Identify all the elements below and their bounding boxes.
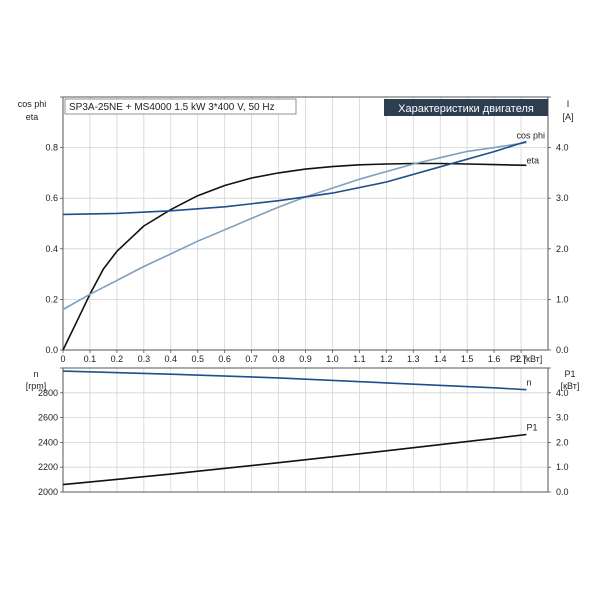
x-tick-label: 1.3 — [407, 354, 420, 364]
y-right-tick-label: 4.0 — [556, 143, 569, 153]
lower-grid — [62, 367, 549, 493]
x-tick-label: 1.6 — [488, 354, 501, 364]
upper-y-right-label-2: [A] — [562, 112, 573, 122]
upper-y-left-label-2: eta — [26, 112, 39, 122]
upper-y-right-label-1: I — [567, 99, 570, 109]
upper-y-left-ticks: 0.0 0.2 0.4 0.6 0.8 — [45, 96, 63, 355]
lower-y-right-label-1: P1 — [564, 369, 575, 379]
upper-y-right-ticks: 0.0 1.0 2.0 3.0 4.0 — [548, 96, 569, 355]
series-label-p1: P1 — [526, 422, 537, 432]
y-left-tick-label: 0.4 — [45, 244, 58, 254]
chart-title: SP3A-25NE + MS4000 1.5 kW 3*400 V, 50 Hz — [69, 102, 275, 113]
upper-x-ticks: 0 0.1 0.2 0.3 0.4 0.5 0.6 0.7 0.8 0.9 1.0 1.1 1.2 1.3… — [60, 350, 527, 364]
x-tick-label: 0.9 — [299, 354, 312, 364]
x-tick-label: 1.2 — [380, 354, 393, 364]
y-right-tick-label: 3.0 — [556, 193, 569, 203]
series-label-eta: eta — [526, 155, 539, 165]
upper-x-label: P2 [кВт] — [510, 354, 542, 364]
lower-y-right-ticks: 0.0 1.0 2.0 3.0 4.0 — [548, 367, 569, 497]
lower-y-left-ticks: 2000 2200 2400 2600 2800 — [38, 367, 63, 497]
x-tick-label: 0.8 — [272, 354, 285, 364]
series-line-i — [62, 140, 527, 216]
upper-y-left-label-1: cos phi — [18, 99, 47, 109]
upper-chart: 0 0.1 0.2 0.3 0.4 0.5 0.6 0.7 0.8 0.9 1.0 1.1 1.2 1.3… — [18, 96, 574, 364]
title-box — [64, 98, 297, 115]
y-right-tick-label: 2.0 — [556, 437, 569, 447]
series-line-p1 — [62, 433, 527, 486]
lower-y-left-label-1: n — [33, 369, 38, 379]
banner-box — [384, 99, 548, 116]
y-left-tick-label: 2000 — [38, 487, 58, 497]
lower-chart: 2000 2200 2400 2600 2800 0.0 1.0 2.0 3.0 4.0 n P1… — [26, 367, 580, 497]
y-left-tick-label: 0.0 — [45, 345, 58, 355]
y-left-tick-label: 2800 — [38, 388, 58, 398]
x-tick-label: 1.0 — [326, 354, 339, 364]
y-right-tick-label: 0.0 — [556, 345, 569, 355]
x-tick-label: 0.6 — [218, 354, 231, 364]
y-left-tick-label: 0.2 — [45, 294, 58, 304]
banner-title: Характеристики двигателя — [398, 103, 534, 115]
x-tick-label: 1.4 — [434, 354, 447, 364]
y-right-tick-label: 0.0 — [556, 487, 569, 497]
y-right-tick-label: 1.0 — [556, 294, 569, 304]
y-left-tick-label: 2600 — [38, 413, 58, 423]
x-tick-label: 0.5 — [191, 354, 204, 364]
x-tick-label: 0.3 — [138, 354, 151, 364]
lower-series: n P1 — [62, 370, 537, 486]
y-right-tick-label: 2.0 — [556, 244, 569, 254]
series-line-cos-phi — [62, 141, 527, 311]
y-right-tick-label: 4.0 — [556, 388, 569, 398]
lower-plot-frame — [62, 367, 549, 493]
y-left-tick-label: 0.6 — [45, 193, 58, 203]
x-tick-label: 0.1 — [84, 354, 97, 364]
y-right-tick-label: 1.0 — [556, 462, 569, 472]
y-left-tick-label: 0.8 — [45, 143, 58, 153]
lower-y-left-label-2: [rpm] — [26, 381, 47, 391]
y-right-tick-label: 3.0 — [556, 413, 569, 423]
x-tick-label: 0.4 — [165, 354, 178, 364]
x-tick-label: 1.1 — [353, 354, 366, 364]
y-left-tick-label: 2400 — [38, 437, 58, 447]
x-tick-label: 0.7 — [245, 354, 258, 364]
series-label-n: n — [526, 378, 531, 388]
upper-series: eta cos phi — [62, 131, 545, 351]
series-line-n — [62, 370, 527, 391]
series-label-cos-phi: cos phi — [516, 131, 545, 141]
x-tick-label: 1.7 — [515, 354, 528, 364]
lower-y-right-label-2: [кВт] — [561, 381, 580, 391]
x-tick-label: 1.5 — [461, 354, 474, 364]
y-left-tick-label: 2200 — [38, 462, 58, 472]
series-line-eta — [62, 162, 527, 351]
x-tick-label: 0 — [60, 354, 65, 364]
x-tick-label: 0.2 — [111, 354, 124, 364]
upper-grid — [62, 96, 549, 351]
